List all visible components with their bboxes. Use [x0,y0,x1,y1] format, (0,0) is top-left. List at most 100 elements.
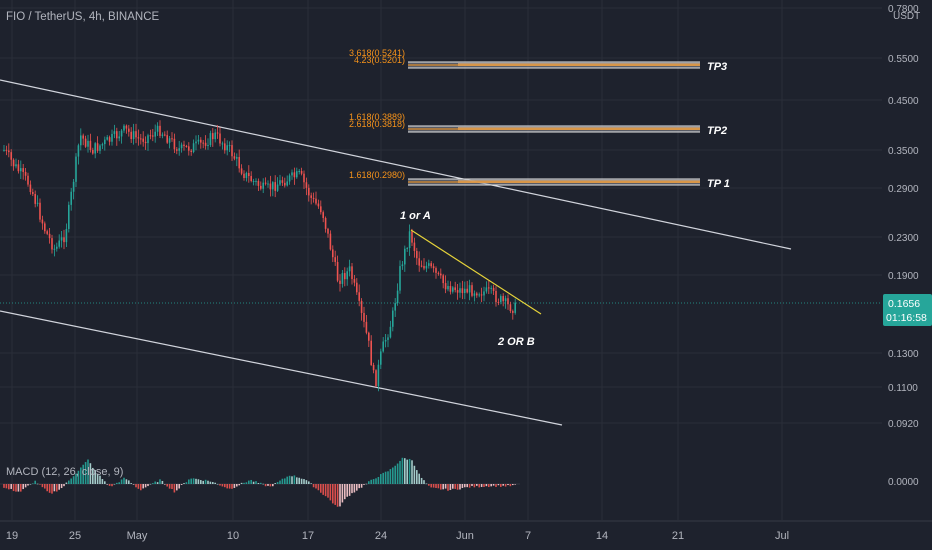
macd-bar [130,483,132,484]
macd-bar [132,484,135,485]
macd-bar [123,477,125,484]
macd-bar [346,484,348,497]
macd-bar [8,484,10,490]
candle-body [200,139,202,143]
macd-bar [192,478,195,484]
candle-body [137,137,140,139]
candle-body [310,195,312,198]
macd-bar [173,484,176,493]
macd-bar [236,484,238,487]
macd-title: MACD (12, 26, close, 9) [6,466,124,478]
candle-body [377,364,380,386]
macd-bar [356,484,358,491]
macd-bar [267,484,269,486]
candle-body [154,131,156,137]
macd-bar [334,484,336,505]
macd-bar [228,484,231,489]
macd-bar [116,482,118,484]
candlestick-series [3,120,516,392]
candle-body [224,143,226,151]
candle-body [327,228,329,234]
time-tick-label: 10 [227,530,239,542]
macd-bar [202,480,204,484]
candle-body [339,280,341,284]
price-tick-label: 0.4500 [888,96,919,107]
candle-body [257,180,260,186]
macd-bar [442,484,444,490]
price-axis[interactable]: 0.7800 0.5500 0.4500 0.3500 0.2900 0.2300 0.19… [888,4,919,488]
macd-bar [384,471,387,484]
candle-body [389,326,392,338]
macd-bar [435,484,437,488]
candle-body [96,143,99,151]
candle-body [411,231,413,243]
candle-body [144,141,147,144]
fib-level-label: 2.618(0.3818) [349,119,405,129]
candle-body [132,131,135,140]
candle-body [240,168,243,174]
macd-bar [329,484,332,501]
candle-body [27,175,29,185]
candle-body [12,159,15,167]
macd-bar [324,484,327,497]
candle-body [384,339,387,342]
candle-body [212,133,214,140]
candle-body [5,149,8,151]
macd-bar [104,481,106,484]
candle-body [394,303,396,311]
candle-body [120,130,123,137]
macd-bar [216,483,219,485]
macd-bar [466,484,468,488]
candle-body [514,302,516,313]
time-tick-label: 24 [375,530,387,542]
candle-body [452,287,454,292]
macd-bar [154,481,156,484]
candle-body [300,170,303,174]
candle-body [324,217,327,229]
macd-bar [257,482,260,484]
candle-body [466,288,468,293]
candle-body [356,282,358,293]
macd-bar [497,484,500,486]
macd-bar [274,483,276,484]
macd-bar [353,484,356,493]
time-axis[interactable]: 19 25 May 10 17 24 Jun 7 14 21 Jul [0,520,932,542]
axis-unit-label: USDT [893,11,921,22]
macd-bar [488,484,490,488]
candle-body [420,265,423,267]
macd-bar [416,470,418,484]
candle-body [444,283,447,290]
candle-body [92,149,94,154]
candle-body [456,290,459,293]
time-tick-label: 21 [672,530,684,542]
lower-channel-line [0,310,563,426]
macd-bar [200,480,202,484]
candle-body [406,248,408,250]
candle-body [190,150,192,153]
fib-level-label: 3.618(0.5241) [349,48,405,58]
macd-bar [195,478,197,484]
macd-bar [490,484,492,487]
time-tick-label: 19 [6,530,18,542]
candle-body [128,128,130,132]
candle-body [252,181,255,183]
time-tick-label: 7 [525,530,531,542]
macd-bar [363,484,365,485]
macd-bar [51,484,53,494]
macd-bar [87,459,89,484]
price-tick-label: 0.5500 [888,54,919,65]
macd-bar [372,479,375,484]
macd-bar [459,484,461,490]
macd-bar [308,481,310,484]
candle-body [188,146,190,151]
candle-body [159,125,161,136]
price-badge-bg [883,294,932,326]
macd-bar [29,483,32,485]
candle-body [358,292,360,301]
candle-body [202,142,204,144]
candle-body [197,139,200,142]
macd-bar [447,484,449,491]
candle-body [36,202,39,204]
macd-bar [396,463,399,484]
